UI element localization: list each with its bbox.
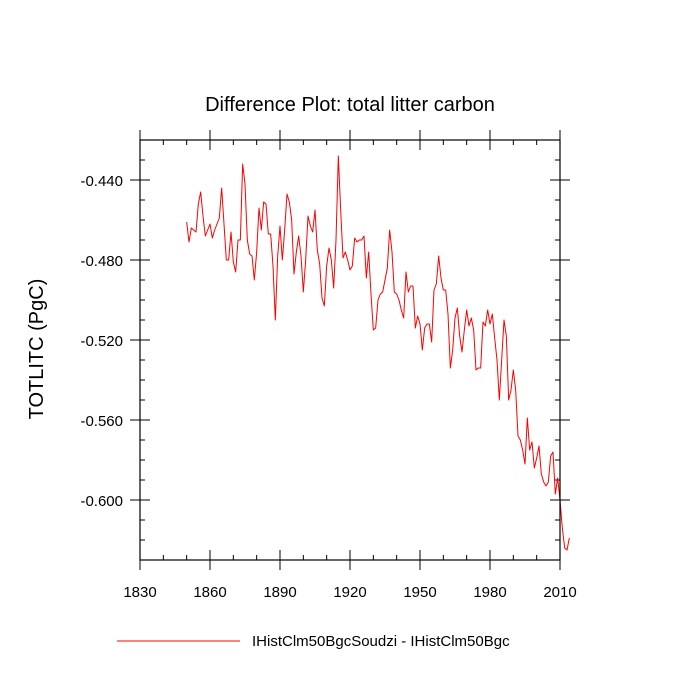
axis-ticks <box>130 130 570 570</box>
legend-label: IHistClm50BgcSoudzi - IHistClm50Bgc <box>252 633 510 650</box>
series-line <box>186 155 570 551</box>
x-tick-label: 1980 <box>473 584 506 601</box>
x-tick-label: 1830 <box>123 584 156 601</box>
y-tick-label: -0.560 <box>80 413 123 430</box>
chart-title: Difference Plot: total litter carbon <box>205 94 495 116</box>
plot-frame <box>139 139 561 561</box>
series-layer <box>186 155 570 551</box>
y-tick-label: -0.440 <box>80 173 123 190</box>
x-tick-label: 1920 <box>333 584 366 601</box>
y-tick-label: -0.600 <box>80 493 123 510</box>
x-tick-label: 1950 <box>403 584 436 601</box>
legend: IHistClm50BgcSoudzi - IHistClm50Bgc <box>117 633 510 650</box>
x-tick-label: 2010 <box>543 584 576 601</box>
x-tick-labels: 1830 1860 1890 1920 1950 1980 2010 <box>123 584 576 601</box>
x-tick-label: 1860 <box>193 584 226 601</box>
y-axis-label: TOTLITC (PgC) <box>26 279 48 420</box>
y-tick-label: -0.520 <box>80 333 123 350</box>
y-tick-label: -0.480 <box>80 253 123 270</box>
y-tick-labels: -0.440 -0.480 -0.520 -0.560 -0.600 <box>80 173 123 510</box>
x-tick-label: 1890 <box>263 584 296 601</box>
